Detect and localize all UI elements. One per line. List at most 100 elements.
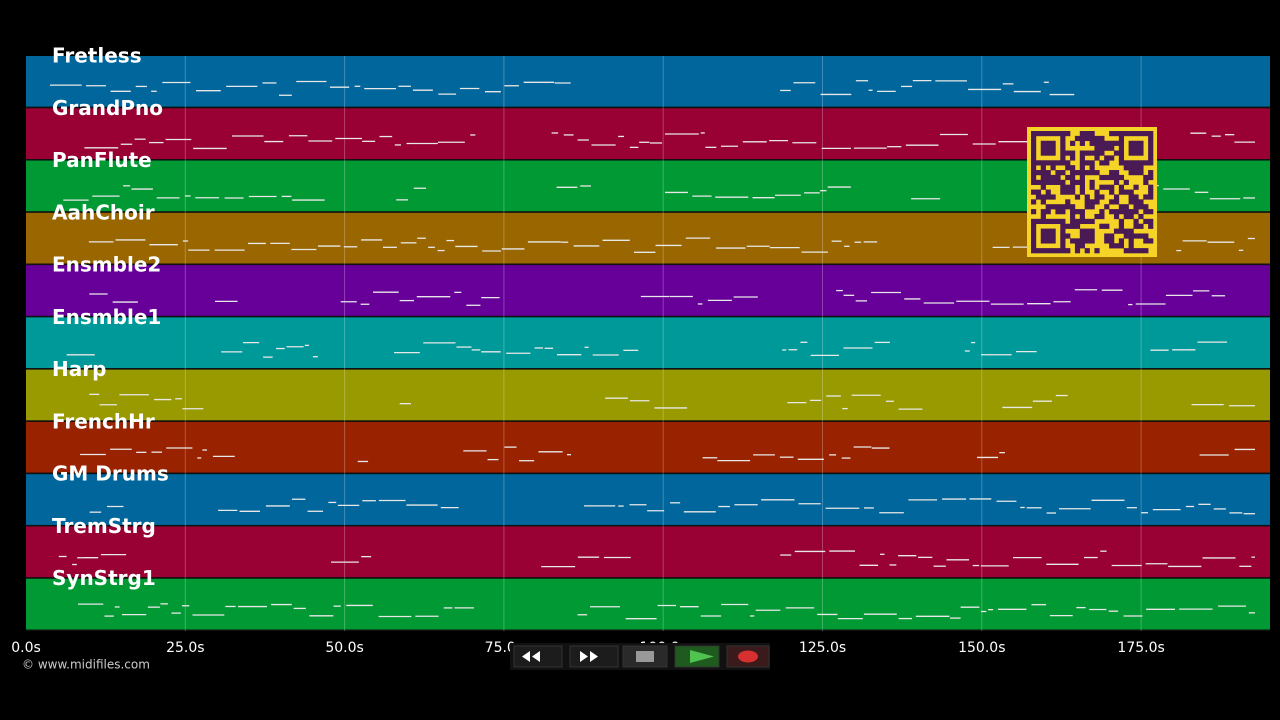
qr-cell [1104,233,1110,239]
qr-cell [1089,150,1095,156]
qr-cell [1060,184,1066,190]
qr-cell [1031,155,1037,161]
qr-cell [1065,131,1071,137]
qr-cell [1084,204,1090,210]
qr-cell [1143,194,1149,200]
qr-cell [1113,243,1120,249]
qr-cell [1065,174,1071,181]
qr-cell [1089,179,1095,185]
qr-cell [1109,184,1115,190]
qr-cell [1050,165,1056,171]
qr-cell [1074,248,1081,254]
qr-cell [1065,150,1071,156]
qr-cell [1045,228,1051,234]
qr-cell [1035,218,1042,225]
qr-cell [1148,223,1154,229]
qr-cell [1133,218,1139,225]
qr-cell [1138,233,1144,239]
qr-cell [1031,179,1037,185]
qr-cell [1128,209,1134,215]
tick-label: 150.0s [958,640,1005,656]
qr-cell [1148,174,1154,181]
qr-cell [1089,170,1095,176]
qr-cell [1079,179,1085,185]
stop-button[interactable] [622,645,668,668]
qr-cell [1050,228,1056,234]
qr-cell [1035,160,1042,166]
qr-cell [1031,135,1037,142]
record-icon [738,650,758,663]
qr-cell [1065,189,1071,195]
qr-cell [1079,189,1085,195]
qr-cell [1040,184,1046,190]
qr-cell [1031,209,1037,215]
qr-cell [1128,194,1134,200]
qr-cell [1133,165,1139,171]
qr-cell [1148,131,1154,137]
track-band [26,474,1270,525]
qr-cell [1089,135,1095,142]
qr-cell [1133,199,1139,205]
qr-cell [1113,140,1120,146]
qr-cell [1060,145,1066,151]
qr-cell [1128,131,1134,137]
qr-cell [1109,145,1115,151]
qr-cell [1084,170,1090,176]
qr-cell [1079,243,1085,249]
qr-cell [1089,204,1095,210]
qr-cell [1079,233,1085,239]
qr-cell [1128,213,1134,220]
qr-cell [1094,199,1100,205]
qr-cell [1060,228,1066,234]
qr-cell [1045,218,1051,225]
qr-cell [1094,248,1100,254]
qr-cell [1060,160,1066,166]
qr-cell [1035,170,1042,176]
qr-cell [1143,209,1149,215]
forward-button[interactable] [569,645,619,668]
qr-cell [1035,179,1042,185]
qr-cell [1143,238,1149,244]
qr-cell [1065,199,1071,205]
qr-cell [1133,170,1139,176]
qr-cell [1031,145,1037,151]
qr-cell [1050,204,1056,210]
qr-cell [1045,174,1051,181]
qr-cell [1045,204,1051,210]
qr-cell [1031,165,1037,171]
qr-cell [1070,218,1076,225]
qr-cell [1074,209,1081,215]
qr-cell [1035,189,1042,195]
qr-cell [1089,199,1095,205]
qr-cell [1148,135,1154,142]
qr-cell [1133,209,1139,215]
qr-cell [1040,199,1046,205]
record-button[interactable] [726,645,770,668]
qr-cell [1138,248,1144,254]
rewind-button[interactable] [513,645,563,668]
qr-cell [1079,135,1085,142]
qr-cell [1084,199,1090,205]
qr-cell [1148,218,1154,225]
qr-cell [1143,174,1149,181]
play-button[interactable] [674,645,720,668]
qr-cell [1084,248,1090,254]
qr-cell [1040,194,1046,200]
qr-cell [1123,204,1129,210]
qr-cell [1109,189,1115,195]
qr-cell [1118,209,1125,215]
qr-cell [1099,150,1105,156]
qr-cell [1074,135,1081,142]
qr-cell [1128,189,1134,195]
tick-label: 175.0s [1117,640,1164,656]
qr-cell [1031,238,1037,244]
qr-cell [1094,145,1100,151]
qr-cell [1040,233,1046,239]
qr-cell [1031,189,1037,195]
qr-cell [1143,204,1149,210]
qr-cell [1133,131,1139,137]
qr-cell [1138,165,1144,171]
qr-cell [1040,131,1046,137]
track-band [26,526,1270,578]
qr-cell [1045,160,1051,166]
